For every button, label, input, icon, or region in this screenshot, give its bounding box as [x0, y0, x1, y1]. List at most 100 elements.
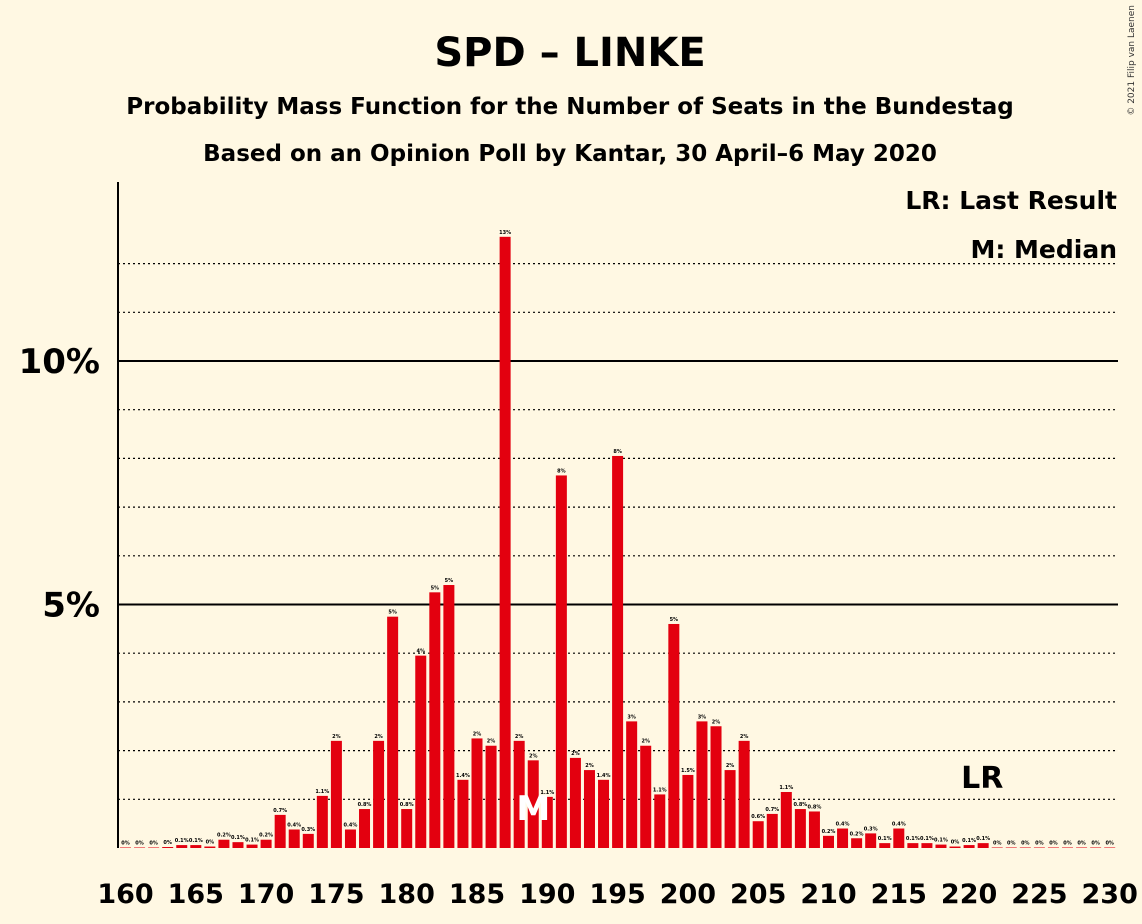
bar-seat-201: [696, 721, 708, 848]
bar-seat-215: [893, 828, 905, 848]
data-label: 0%: [1063, 841, 1072, 847]
data-label: 0%: [1007, 841, 1016, 847]
bar-seat-170: [260, 839, 272, 848]
bar-seat-199: [668, 623, 680, 848]
bar-seat-206: [766, 813, 778, 848]
bar-seat-178: [373, 740, 385, 848]
data-label: 1.5%: [681, 768, 695, 774]
data-label: 0.2%: [850, 831, 864, 837]
bar-seat-228: [1076, 847, 1088, 848]
x-tick-label: 205: [730, 879, 786, 910]
data-label: 2%: [571, 751, 580, 757]
bar-seat-188: [513, 740, 525, 848]
bar-seat-200: [682, 774, 694, 848]
bar-seat-164: [176, 845, 188, 848]
bar-seat-161: [134, 847, 146, 848]
bar-seat-208: [794, 809, 806, 848]
data-label: 0%: [1077, 841, 1086, 847]
bar-seat-173: [302, 833, 314, 848]
bar-seat-189: [527, 760, 539, 848]
legend-median: M: Median: [970, 235, 1117, 264]
data-label: 1.1%: [540, 790, 554, 796]
bar-seat-217: [921, 843, 933, 848]
bar-seat-165: [190, 845, 202, 848]
bar-seat-211: [837, 828, 849, 848]
bar-seat-193: [583, 770, 595, 848]
last-result-marker: LR: [961, 761, 1003, 796]
bar-seat-197: [640, 745, 652, 848]
data-label: 2%: [473, 731, 482, 737]
bar-seat-224: [1019, 847, 1031, 848]
bar-seat-209: [808, 811, 820, 848]
data-label: 0.1%: [245, 838, 259, 844]
x-tick-label: 230: [1082, 879, 1138, 910]
x-tick-label: 165: [168, 879, 224, 910]
y-axis-ticks: 5% 10%: [19, 342, 100, 626]
data-label: 1.4%: [597, 773, 611, 779]
data-label: 0.7%: [273, 808, 287, 814]
data-label: 2%: [374, 734, 383, 740]
data-label: 0.1%: [175, 838, 189, 844]
data-label: 0%: [135, 841, 144, 847]
bar-seat-226: [1047, 847, 1059, 848]
bar-seat-229: [1090, 847, 1102, 848]
data-label: 5%: [670, 617, 679, 623]
data-label: 2%: [641, 739, 650, 745]
bar-seat-185: [471, 738, 483, 848]
data-label: 3%: [698, 714, 707, 720]
bar-seat-162: [148, 847, 160, 848]
data-label: 0.3%: [301, 827, 315, 833]
bar-seat-182: [429, 592, 441, 848]
data-label: 0.1%: [231, 835, 245, 841]
data-label: 0.1%: [962, 838, 976, 844]
bar-seat-191: [555, 475, 567, 848]
bar-seat-190: [541, 796, 553, 848]
data-label: 0%: [1105, 841, 1114, 847]
data-label: 0.1%: [934, 838, 948, 844]
bar-seat-167: [218, 839, 230, 848]
bar-seat-171: [274, 814, 286, 848]
data-label: 0.4%: [836, 822, 850, 828]
data-labels: 0% 0% 0% 0% 0.1% 0.1% 0%0.2% 0.1% 0.1%0.2%0.7%0.…: [121, 230, 1114, 847]
bar-seat-212: [851, 838, 863, 848]
y-tick-label: 10%: [19, 342, 100, 382]
data-label: 0.2%: [822, 829, 836, 835]
data-label: 4%: [417, 649, 426, 655]
data-label: 0.1%: [189, 838, 203, 844]
x-tick-label: 185: [449, 879, 505, 910]
data-label: 8%: [613, 449, 622, 455]
bar-seat-213: [865, 833, 877, 848]
data-label: 2%: [332, 734, 341, 740]
data-label: 0.2%: [217, 833, 231, 839]
data-label: 0.7%: [765, 807, 779, 813]
chart-subtitle: Probability Mass Function for the Number…: [126, 94, 1013, 120]
bar-seat-220: [963, 845, 975, 848]
data-label: 0.4%: [287, 822, 301, 828]
data-label: 2%: [726, 763, 735, 769]
bar-seat-210: [823, 835, 834, 848]
data-label: 0.8%: [400, 802, 414, 808]
data-label: 1.1%: [315, 789, 329, 795]
data-label: 0%: [163, 840, 172, 846]
data-label: 0.8%: [793, 802, 807, 808]
bar-seat-219: [949, 846, 961, 848]
bar-seat-198: [654, 794, 666, 848]
bar-seat-214: [879, 843, 891, 848]
data-label: 0.8%: [808, 804, 822, 810]
bar-seat-176: [344, 829, 356, 848]
bar-seat-180: [401, 809, 413, 848]
bar-seat-192: [569, 757, 581, 848]
bar-seat-207: [780, 791, 792, 848]
legend-last-result: LR: Last Result: [905, 186, 1117, 215]
bar-seat-187: [499, 236, 511, 848]
bar-seat-181: [415, 655, 427, 848]
bar-seat-174: [316, 795, 328, 848]
data-label: 1.4%: [456, 773, 470, 779]
bar-seat-216: [907, 843, 919, 848]
data-label: 1.1%: [779, 785, 793, 791]
x-tick-label: 180: [379, 879, 435, 910]
chart-source: Based on an Opinion Poll by Kantar, 30 A…: [203, 141, 937, 167]
x-tick-label: 175: [308, 879, 364, 910]
bar-seat-183: [443, 585, 455, 848]
